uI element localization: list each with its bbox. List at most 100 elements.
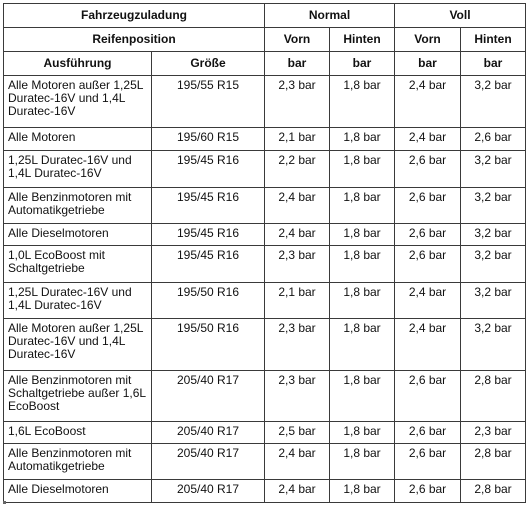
version-cell: Alle Benzinmotoren mit Automatikgetriebe: [3, 187, 152, 224]
version-cell: Alle Benzinmotoren mit Automatikgetriebe: [3, 443, 152, 480]
normal-rear-pressure: 1,8 bar: [329, 479, 395, 503]
tire-pressure-table: Fahrzeugzuladung Normal Voll Reifenposit…: [3, 3, 526, 503]
version-cell: 1,25L Duratec-16V und 1,4L Duratec-16V: [3, 282, 152, 319]
table-row: 1,0L EcoBoost mit Schaltgetriebe 195/45 R…: [3, 245, 526, 283]
unit-header: bar: [460, 51, 526, 76]
page-marker: [3, 501, 6, 504]
tire-size-cell: 195/50 R16: [151, 318, 265, 371]
table-row: Alle Benzinmotoren mit Automatikgetriebe…: [3, 187, 526, 224]
normal-header: Normal: [264, 3, 395, 28]
normal-front-pressure: 2,1 bar: [264, 127, 330, 151]
full-front-pressure: 2,6 bar: [394, 421, 461, 444]
normal-front-pressure: 2,3 bar: [264, 370, 330, 422]
full-rear-pressure: 3,2 bar: [460, 223, 526, 246]
normal-rear-pressure: 1,8 bar: [329, 421, 395, 444]
tire-size-cell: 195/50 R16: [151, 282, 265, 319]
full-rear-pressure: 3,2 bar: [460, 245, 526, 283]
version-cell: 1,0L EcoBoost mit Schaltgetriebe: [3, 245, 152, 283]
header-row-load: Fahrzeugzuladung Normal Voll: [3, 3, 526, 28]
normal-rear-pressure: 1,8 bar: [329, 75, 395, 128]
version-header: Ausführung: [3, 51, 152, 76]
full-rear-header: Hinten: [460, 27, 526, 52]
full-rear-pressure: 2,8 bar: [460, 370, 526, 422]
normal-front-pressure: 2,4 bar: [264, 223, 330, 246]
full-rear-pressure: 3,2 bar: [460, 150, 526, 188]
full-front-pressure: 2,6 bar: [394, 150, 461, 188]
full-rear-pressure: 2,8 bar: [460, 479, 526, 503]
full-rear-pressure: 3,2 bar: [460, 318, 526, 371]
full-header: Voll: [394, 3, 526, 28]
normal-rear-pressure: 1,8 bar: [329, 187, 395, 224]
table-row: 1,25L Duratec-16V und 1,4L Duratec-16V 19…: [3, 150, 526, 188]
normal-rear-pressure: 1,8 bar: [329, 443, 395, 480]
table-row: Alle Dieselmotoren 195/45 R16 2,4 bar 1,8 b…: [3, 223, 526, 246]
tire-position-header: Reifenposition: [3, 27, 265, 52]
header-row-position: Reifenposition Vorn Hinten Vorn Hinten: [3, 27, 526, 52]
version-cell: 1,6L EcoBoost: [3, 421, 152, 444]
full-front-pressure: 2,6 bar: [394, 187, 461, 224]
table-row: Alle Benzinmotoren mit Schaltgetriebe au…: [3, 370, 526, 422]
full-rear-pressure: 2,6 bar: [460, 127, 526, 151]
full-front-pressure: 2,4 bar: [394, 282, 461, 319]
unit-header: bar: [394, 51, 461, 76]
version-cell: 1,25L Duratec-16V und 1,4L Duratec-16V: [3, 150, 152, 188]
table-row: Alle Motoren 195/60 R15 2,1 bar 1,8 bar 2,4 …: [3, 127, 526, 151]
full-rear-pressure: 3,2 bar: [460, 75, 526, 128]
full-front-pressure: 2,6 bar: [394, 370, 461, 422]
normal-rear-pressure: 1,8 bar: [329, 150, 395, 188]
table-row: 1,25L Duratec-16V und 1,4L Duratec-16V 19…: [3, 282, 526, 319]
version-cell: Alle Dieselmotoren: [3, 479, 152, 503]
unit-header: bar: [329, 51, 395, 76]
full-front-pressure: 2,6 bar: [394, 223, 461, 246]
full-front-pressure: 2,6 bar: [394, 443, 461, 480]
unit-header: bar: [264, 51, 330, 76]
version-cell: Alle Dieselmotoren: [3, 223, 152, 246]
normal-front-pressure: 2,3 bar: [264, 245, 330, 283]
tire-size-cell: 195/45 R16: [151, 223, 265, 246]
table-row: Alle Motoren außer 1,25L Duratec-16V und…: [3, 318, 526, 371]
tire-size-cell: 205/40 R17: [151, 370, 265, 422]
table-body: Alle Motoren außer 1,25L Duratec-16V und…: [3, 75, 526, 503]
normal-front-pressure: 2,4 bar: [264, 443, 330, 480]
normal-rear-header: Hinten: [329, 27, 395, 52]
tire-size-cell: 195/60 R15: [151, 127, 265, 151]
size-header: Größe: [151, 51, 265, 76]
full-rear-pressure: 3,2 bar: [460, 187, 526, 224]
version-cell: Alle Benzinmotoren mit Schaltgetriebe au…: [3, 370, 152, 422]
load-header: Fahrzeugzuladung: [3, 3, 265, 28]
normal-front-header: Vorn: [264, 27, 330, 52]
tire-size-cell: 195/45 R16: [151, 150, 265, 188]
normal-rear-pressure: 1,8 bar: [329, 370, 395, 422]
normal-front-pressure: 2,3 bar: [264, 318, 330, 371]
full-front-pressure: 2,4 bar: [394, 318, 461, 371]
tire-size-cell: 205/40 R17: [151, 443, 265, 480]
version-cell: Alle Motoren: [3, 127, 152, 151]
version-cell: Alle Motoren außer 1,25L Duratec-16V und…: [3, 318, 152, 371]
full-front-pressure: 2,6 bar: [394, 245, 461, 283]
full-rear-pressure: 2,3 bar: [460, 421, 526, 444]
normal-front-pressure: 2,1 bar: [264, 282, 330, 319]
normal-rear-pressure: 1,8 bar: [329, 245, 395, 283]
tire-size-cell: 195/55 R15: [151, 75, 265, 128]
table-row: Alle Motoren außer 1,25L Duratec-16V und…: [3, 75, 526, 128]
full-front-pressure: 2,4 bar: [394, 75, 461, 128]
normal-rear-pressure: 1,8 bar: [329, 318, 395, 371]
table-row: 1,6L EcoBoost 205/40 R17 2,5 bar 1,8 bar 2,6…: [3, 421, 526, 444]
full-front-pressure: 2,4 bar: [394, 127, 461, 151]
normal-front-pressure: 2,2 bar: [264, 150, 330, 188]
header-row-units: Ausführung Größe bar bar bar bar: [3, 51, 526, 76]
normal-front-pressure: 2,4 bar: [264, 187, 330, 224]
tire-size-cell: 205/40 R17: [151, 421, 265, 444]
full-front-header: Vorn: [394, 27, 461, 52]
table-row: Alle Benzinmotoren mit Automatikgetriebe…: [3, 443, 526, 480]
normal-front-pressure: 2,5 bar: [264, 421, 330, 444]
normal-rear-pressure: 1,8 bar: [329, 127, 395, 151]
normal-rear-pressure: 1,8 bar: [329, 282, 395, 319]
tire-size-cell: 195/45 R16: [151, 245, 265, 283]
normal-rear-pressure: 1,8 bar: [329, 223, 395, 246]
full-rear-pressure: 3,2 bar: [460, 282, 526, 319]
table-row: Alle Dieselmotoren 205/40 R17 2,4 bar 1,8 b…: [3, 479, 526, 503]
normal-front-pressure: 2,3 bar: [264, 75, 330, 128]
normal-front-pressure: 2,4 bar: [264, 479, 330, 503]
tire-size-cell: 205/40 R17: [151, 479, 265, 503]
